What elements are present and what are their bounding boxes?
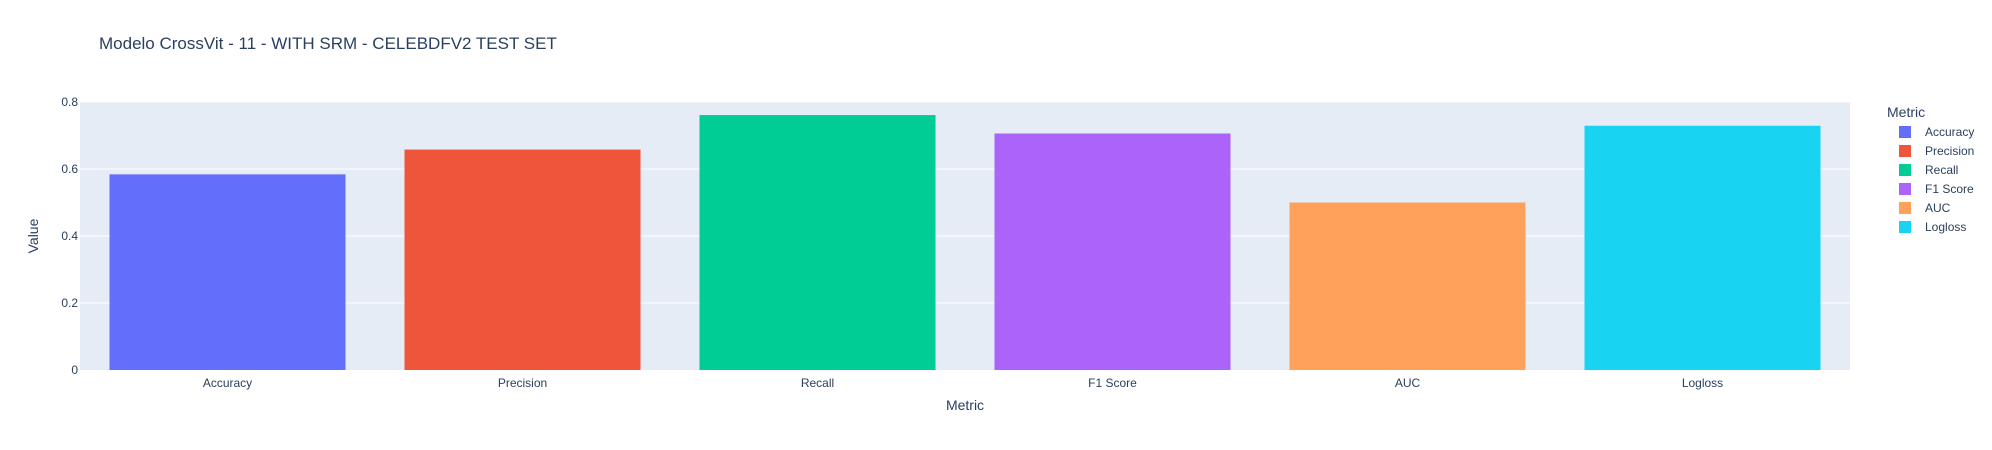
y-tick-label: 0.4 [61,229,78,243]
x-tick-label: F1 Score [1088,376,1137,390]
legend-label[interactable]: Accuracy [1925,125,1974,139]
x-tick-label: Precision [498,376,547,390]
bar-auc [1289,202,1526,370]
bar-accuracy [109,174,346,370]
bar-precision [404,149,641,370]
y-tick-label: 0.2 [61,296,78,310]
legend-title: Metric [1887,104,1925,120]
legend-swatch[interactable] [1899,164,1911,176]
bars [109,115,1821,370]
legend-swatch[interactable] [1899,183,1911,195]
x-tick-label: Accuracy [203,376,252,390]
bar-f1-score [994,133,1231,370]
legend-label[interactable]: Logloss [1925,220,1966,234]
bar-logloss [1584,125,1821,370]
legend: Metric Accuracy Precision Recall F1 Score AU… [1887,104,1974,234]
x-tick-label: Logloss [1682,376,1723,390]
y-tick-label: 0.8 [61,95,78,109]
legend-label[interactable]: Precision [1925,144,1974,158]
gridlines [80,101,1850,304]
legend-swatch[interactable] [1899,221,1911,233]
legend-label[interactable]: Recall [1925,163,1958,177]
legend-swatch[interactable] [1899,145,1911,157]
legend-swatch[interactable] [1899,126,1911,138]
x-axis-title: Metric [946,397,984,413]
x-tick-label: AUC [1395,376,1421,390]
y-axis-ticks: 0 0.2 0.4 0.6 0.8 [61,95,78,377]
legend-swatch[interactable] [1899,202,1911,214]
legend-label[interactable]: F1 Score [1925,182,1974,196]
y-axis-title: Value [25,218,41,253]
x-axis-ticks: Accuracy Precision Recall F1 Score AUC Loglos… [203,376,1723,390]
chart-title: Modelo CrossVit - 11 - WITH SRM - CELEBD… [99,34,557,53]
legend-label[interactable]: AUC [1925,201,1951,215]
y-tick-label: 0 [71,363,78,377]
bar-recall [699,115,936,370]
y-tick-label: 0.6 [61,162,78,176]
x-tick-label: Recall [801,376,834,390]
